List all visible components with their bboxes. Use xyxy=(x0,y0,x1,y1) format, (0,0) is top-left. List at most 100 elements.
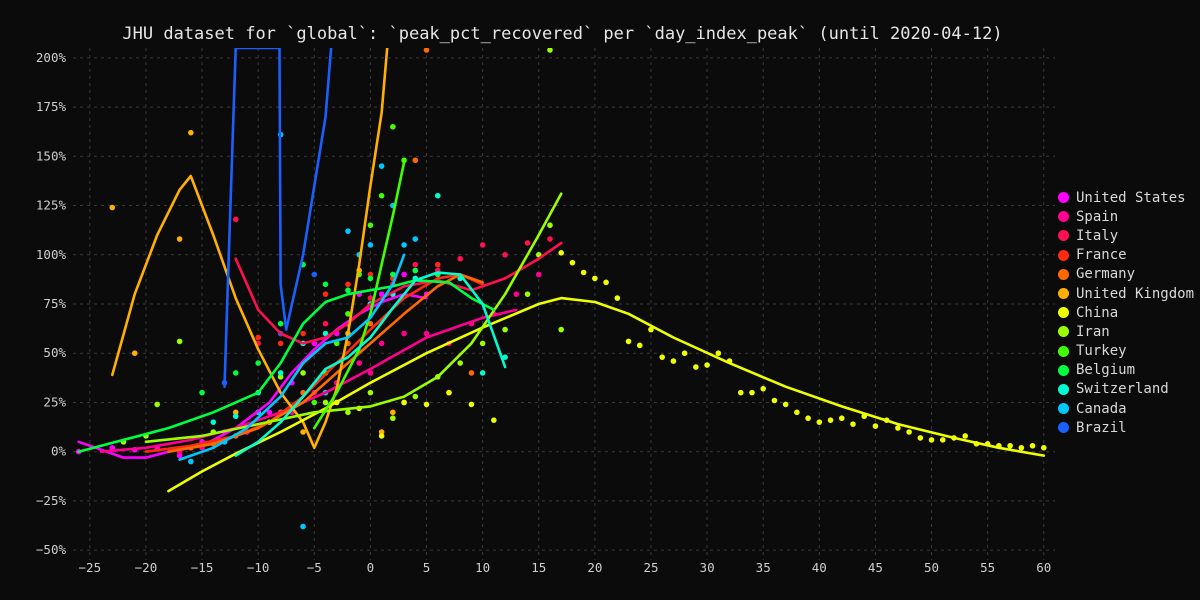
point-canada xyxy=(345,228,351,234)
point-switzerland xyxy=(434,192,441,199)
y-tick-label: 100% xyxy=(36,247,67,262)
y-tick-label: −50% xyxy=(36,542,67,557)
point-china xyxy=(704,362,710,368)
point-iran xyxy=(502,326,508,333)
legend-swatch xyxy=(1058,288,1069,300)
point-china xyxy=(648,326,654,333)
point-france xyxy=(345,281,351,288)
point-belgium xyxy=(255,360,261,366)
legend-item-belgium: Belgium xyxy=(1058,361,1194,380)
x-tick-label: 60 xyxy=(1036,560,1051,575)
point-spain xyxy=(367,370,374,376)
point-united-states xyxy=(109,444,116,451)
point-china xyxy=(906,429,912,435)
grid-lines xyxy=(73,48,1055,560)
point-belgium xyxy=(199,389,205,396)
point-united-states xyxy=(378,291,385,297)
point-china xyxy=(1007,442,1013,449)
point-italy xyxy=(232,216,239,223)
legend-item-spain: Spain xyxy=(1058,207,1194,226)
point-iran xyxy=(558,326,564,333)
point-china xyxy=(838,415,845,422)
point-china xyxy=(681,350,688,357)
point-china xyxy=(850,421,856,427)
point-france xyxy=(434,261,441,268)
x-tick-label: −20 xyxy=(135,560,158,575)
point-iran xyxy=(176,338,183,345)
x-tick-label: 5 xyxy=(423,560,431,575)
legend-item-turkey: Turkey xyxy=(1058,342,1194,361)
point-china xyxy=(1040,444,1047,451)
point-iran xyxy=(457,360,463,366)
point-turkey xyxy=(311,399,318,406)
x-tick-label: 55 xyxy=(980,560,995,575)
point-china xyxy=(580,269,587,276)
legend-swatch xyxy=(1058,230,1069,242)
legend-item-germany: Germany xyxy=(1058,265,1194,284)
legend-swatch xyxy=(1058,364,1069,376)
point-belgium xyxy=(232,370,239,376)
legend-label: Italy xyxy=(1076,227,1119,244)
point-italy xyxy=(412,261,419,268)
legend-swatch xyxy=(1058,268,1069,280)
point-spain xyxy=(513,291,520,297)
line-united-states xyxy=(77,292,428,459)
y-tick-label: 175% xyxy=(36,99,67,114)
legend-swatch xyxy=(1058,383,1069,395)
point-china xyxy=(895,425,901,431)
point-belgium xyxy=(345,287,351,294)
point-united-kingdom xyxy=(300,429,306,435)
point-canada xyxy=(367,242,374,248)
point-united-kingdom xyxy=(232,409,239,416)
y-tick-label: 50% xyxy=(43,345,66,360)
legend-item-united-states: United States xyxy=(1058,188,1194,207)
legend-label: France xyxy=(1076,247,1127,264)
point-united-kingdom xyxy=(390,409,396,416)
point-china xyxy=(693,364,699,370)
point-belgium xyxy=(412,267,419,274)
point-iran xyxy=(547,222,553,229)
y-tick-label: 150% xyxy=(36,148,67,163)
legend-swatch xyxy=(1058,422,1069,434)
point-turkey xyxy=(390,123,396,130)
point-france xyxy=(300,330,306,337)
point-switzerland xyxy=(232,413,239,420)
point-canada xyxy=(378,163,385,169)
point-china xyxy=(782,401,789,408)
x-tick-label: 20 xyxy=(587,560,602,575)
point-china xyxy=(636,342,643,349)
point-united-states xyxy=(401,271,407,278)
x-tick-label: 30 xyxy=(700,560,715,575)
line-italy xyxy=(234,241,563,345)
line-brazil xyxy=(223,48,333,388)
point-china xyxy=(558,250,564,256)
x-tick-label: 0 xyxy=(367,560,375,575)
point-china xyxy=(1029,442,1036,449)
point-iran xyxy=(154,401,160,408)
y-tick-label: 0% xyxy=(51,444,67,459)
y-tick-label: 125% xyxy=(36,198,67,213)
point-italy xyxy=(524,240,531,246)
x-tick-label: 15 xyxy=(531,560,546,575)
point-iran xyxy=(524,291,531,297)
point-china xyxy=(816,419,823,425)
x-tick-label: 25 xyxy=(643,560,658,575)
point-iran xyxy=(322,399,329,406)
x-tick-label: 40 xyxy=(812,560,827,575)
point-china xyxy=(446,389,452,396)
point-china xyxy=(939,437,946,443)
legend-label: Turkey xyxy=(1076,343,1127,360)
point-canada xyxy=(412,236,419,242)
line-united-kingdom xyxy=(111,48,389,450)
legend-label: Belgium xyxy=(1076,362,1136,379)
point-china xyxy=(670,358,677,364)
point-china xyxy=(749,389,755,396)
line-turkey xyxy=(313,160,406,430)
y-tick-label: 200% xyxy=(36,50,67,65)
legend-item-switzerland: Switzerland xyxy=(1058,380,1194,399)
point-china xyxy=(592,275,598,282)
legend-swatch xyxy=(1058,211,1069,223)
point-spain xyxy=(535,271,542,278)
x-tick-label: −5 xyxy=(307,560,322,575)
point-united-states xyxy=(266,409,273,416)
